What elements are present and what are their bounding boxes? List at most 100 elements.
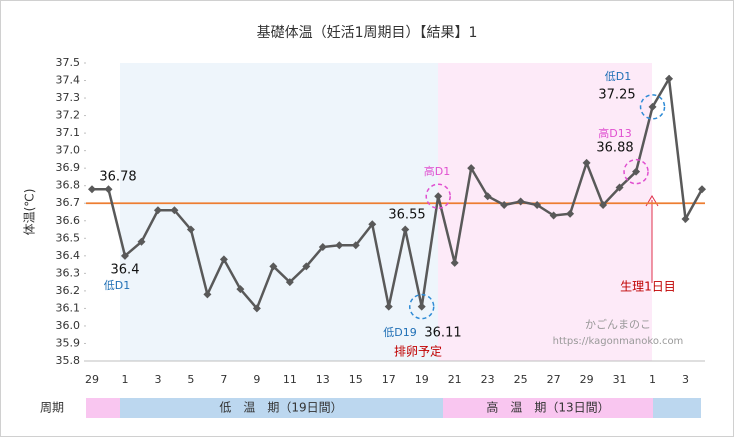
point xyxy=(88,185,96,194)
point xyxy=(203,290,212,299)
y-tick-label: 37.4 xyxy=(56,74,81,87)
point xyxy=(384,302,393,311)
chart-title: 基礎体温（妊活1周期目）【結果】1 xyxy=(257,24,478,41)
point xyxy=(120,251,129,260)
point xyxy=(681,215,690,224)
annotation: 高D1 xyxy=(424,164,450,178)
point xyxy=(549,211,558,220)
period-name: 高 温 期（13日間） xyxy=(486,400,609,415)
period-box xyxy=(653,398,701,418)
y-tick-label: 37.3 xyxy=(56,91,81,104)
y-axis-label: 体温(℃) xyxy=(23,189,37,236)
y-tick-label: 36.8 xyxy=(56,179,81,192)
annotation: 高D13 xyxy=(598,126,631,140)
point xyxy=(236,285,245,294)
data-label: 36.4 xyxy=(111,263,140,278)
high-phase-shade xyxy=(438,63,652,361)
x-tick-label: 9 xyxy=(253,373,260,386)
y-tick-label: 36.3 xyxy=(56,266,81,279)
x-tick-label: 15 xyxy=(349,373,363,386)
point xyxy=(269,262,278,271)
x-tick-label: 31 xyxy=(613,373,627,386)
annotation: 低D1 xyxy=(605,70,631,83)
point xyxy=(137,237,146,246)
point xyxy=(351,241,360,250)
y-tick-label: 36.0 xyxy=(56,319,81,332)
point xyxy=(368,220,377,229)
x-tick-label: 29 xyxy=(580,373,594,386)
point xyxy=(483,192,492,201)
point xyxy=(434,192,443,201)
y-tick-label: 35.9 xyxy=(56,336,81,349)
annotation: https://kagonmanoko.com xyxy=(553,336,684,347)
point xyxy=(582,158,591,167)
x-tick-label: 25 xyxy=(514,373,528,386)
x-tick-label: 11 xyxy=(283,373,297,386)
point xyxy=(500,200,509,209)
point xyxy=(665,74,674,83)
y-tick-label: 37.0 xyxy=(56,144,81,157)
point xyxy=(533,200,542,209)
highlight-circle xyxy=(623,158,649,185)
x-tick-label: 13 xyxy=(316,373,330,386)
point xyxy=(516,197,525,206)
data-label: 36.88 xyxy=(596,141,633,156)
annotation: かごんまのこ xyxy=(585,317,651,331)
period-box xyxy=(120,398,443,418)
point xyxy=(252,304,261,313)
data-label: 36.55 xyxy=(388,208,425,223)
x-tick-label: 1 xyxy=(121,373,128,386)
y-tick-label: 35.8 xyxy=(56,354,81,367)
annotation: 低D19 xyxy=(383,326,416,339)
period-name: 低 温 期（19日間） xyxy=(219,401,342,415)
highlight-circle xyxy=(639,94,666,120)
x-tick-label: 29 xyxy=(85,373,99,386)
x-tick-label: 1 xyxy=(649,373,656,386)
y-tick-label: 36.4 xyxy=(56,249,81,262)
x-tick-label: 3 xyxy=(682,373,689,386)
point xyxy=(566,209,575,218)
data-label: 36.11 xyxy=(424,326,461,341)
y-tick-label: 37.2 xyxy=(56,109,81,122)
x-tick-label: 23 xyxy=(481,373,495,386)
point xyxy=(335,241,344,250)
point xyxy=(632,167,641,176)
period-box xyxy=(86,398,120,418)
x-tick-label: 21 xyxy=(448,373,462,386)
y-tick-label: 37.5 xyxy=(56,56,81,69)
data-label: 37.25 xyxy=(598,88,635,103)
point xyxy=(401,225,410,234)
y-tick-label: 36.9 xyxy=(56,161,81,174)
point xyxy=(186,225,195,234)
data-label: 36.78 xyxy=(99,170,136,185)
point xyxy=(104,185,113,194)
point xyxy=(302,262,311,271)
point xyxy=(648,102,657,111)
x-tick-label: 7 xyxy=(220,373,227,386)
period-label: 周期 xyxy=(40,401,64,415)
y-tick-label: 36.1 xyxy=(56,301,81,314)
y-tick-label: 36.5 xyxy=(56,231,81,244)
x-tick-label: 17 xyxy=(382,373,396,386)
point xyxy=(467,164,476,173)
x-tick-label: 5 xyxy=(187,373,194,386)
point xyxy=(417,302,426,311)
point xyxy=(615,183,624,192)
highlight-circle xyxy=(425,183,451,209)
point xyxy=(599,200,608,209)
y-tick-label: 37.1 xyxy=(56,126,81,139)
annotation: 排卵予定 xyxy=(394,344,442,359)
x-tick-label: 27 xyxy=(547,373,561,386)
point xyxy=(450,258,459,267)
y-tick-label: 36.6 xyxy=(56,214,81,227)
highlight-circle xyxy=(408,293,435,320)
point xyxy=(153,206,162,215)
point xyxy=(170,206,179,215)
x-tick-label: 19 xyxy=(415,373,429,386)
point xyxy=(318,243,327,252)
annotation: 低D1 xyxy=(104,279,130,292)
series-line xyxy=(92,74,704,311)
annotation: 生理1日目 xyxy=(620,280,676,294)
x-tick-label: 3 xyxy=(154,373,161,386)
